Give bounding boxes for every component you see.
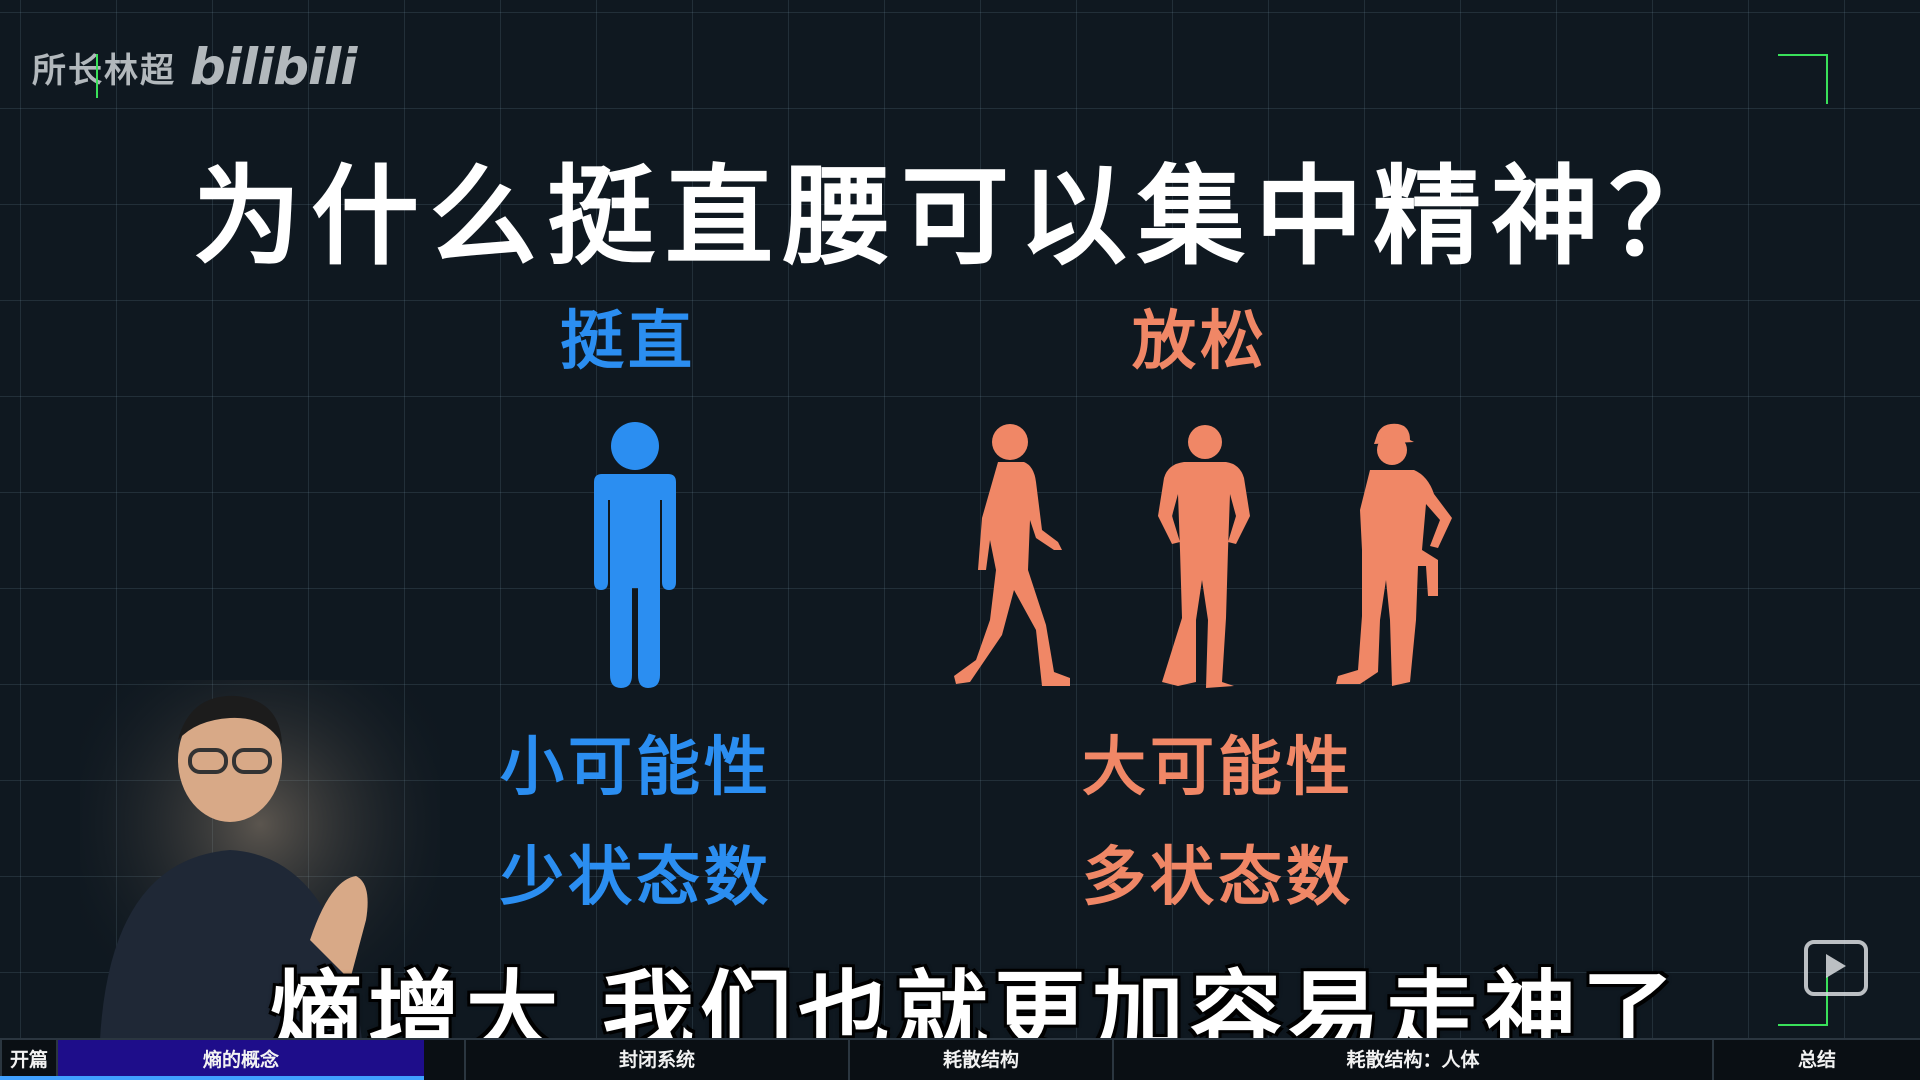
standing-hands-on-hips-icon: [1158, 425, 1250, 688]
right-heading: 放松: [1132, 305, 1268, 379]
left-line2: 少状态数: [500, 841, 772, 915]
playback-progress[interactable]: [0, 1076, 424, 1080]
chapter-closed-system[interactable]: 封闭系统: [464, 1040, 848, 1080]
frame-corner-top-left: [96, 54, 98, 98]
bilibili-logo: bilibili: [190, 38, 357, 96]
frame-corner-top-right: [1778, 54, 1828, 104]
chapter-entropy-concept[interactable]: 熵的概念: [56, 1040, 424, 1080]
right-line2: 多状态数: [1082, 841, 1354, 915]
play-icon[interactable]: [1804, 940, 1868, 996]
chapter-dissipative-human[interactable]: 耗散结构：人体: [1112, 1040, 1712, 1080]
chapter-summary[interactable]: 总结: [1712, 1040, 1920, 1080]
presenter-video-overlay: [80, 680, 440, 1040]
right-line1: 大可能性: [1082, 731, 1354, 805]
standing-person-icon: [594, 422, 676, 688]
chapter-bar: 开篇 熵的概念 封闭系统 耗散结构 耗散结构：人体 总结: [0, 1038, 1920, 1080]
left-heading: 挺直: [560, 305, 696, 379]
frame-corner-bottom-right: [1778, 976, 1828, 1026]
chapter-intro[interactable]: 开篇: [0, 1040, 56, 1080]
walking-person-icon: [954, 424, 1070, 686]
worker-person-icon: [1336, 423, 1452, 686]
left-line1: 小可能性: [500, 731, 772, 805]
slide-title: 为什么挺直腰可以集中精神？: [192, 155, 1727, 280]
chapter-dissipative-structure[interactable]: 耗散结构: [848, 1040, 1112, 1080]
channel-name: 所长林超: [32, 50, 176, 91]
channel-watermark: 所长林超 bilibili: [32, 38, 357, 96]
